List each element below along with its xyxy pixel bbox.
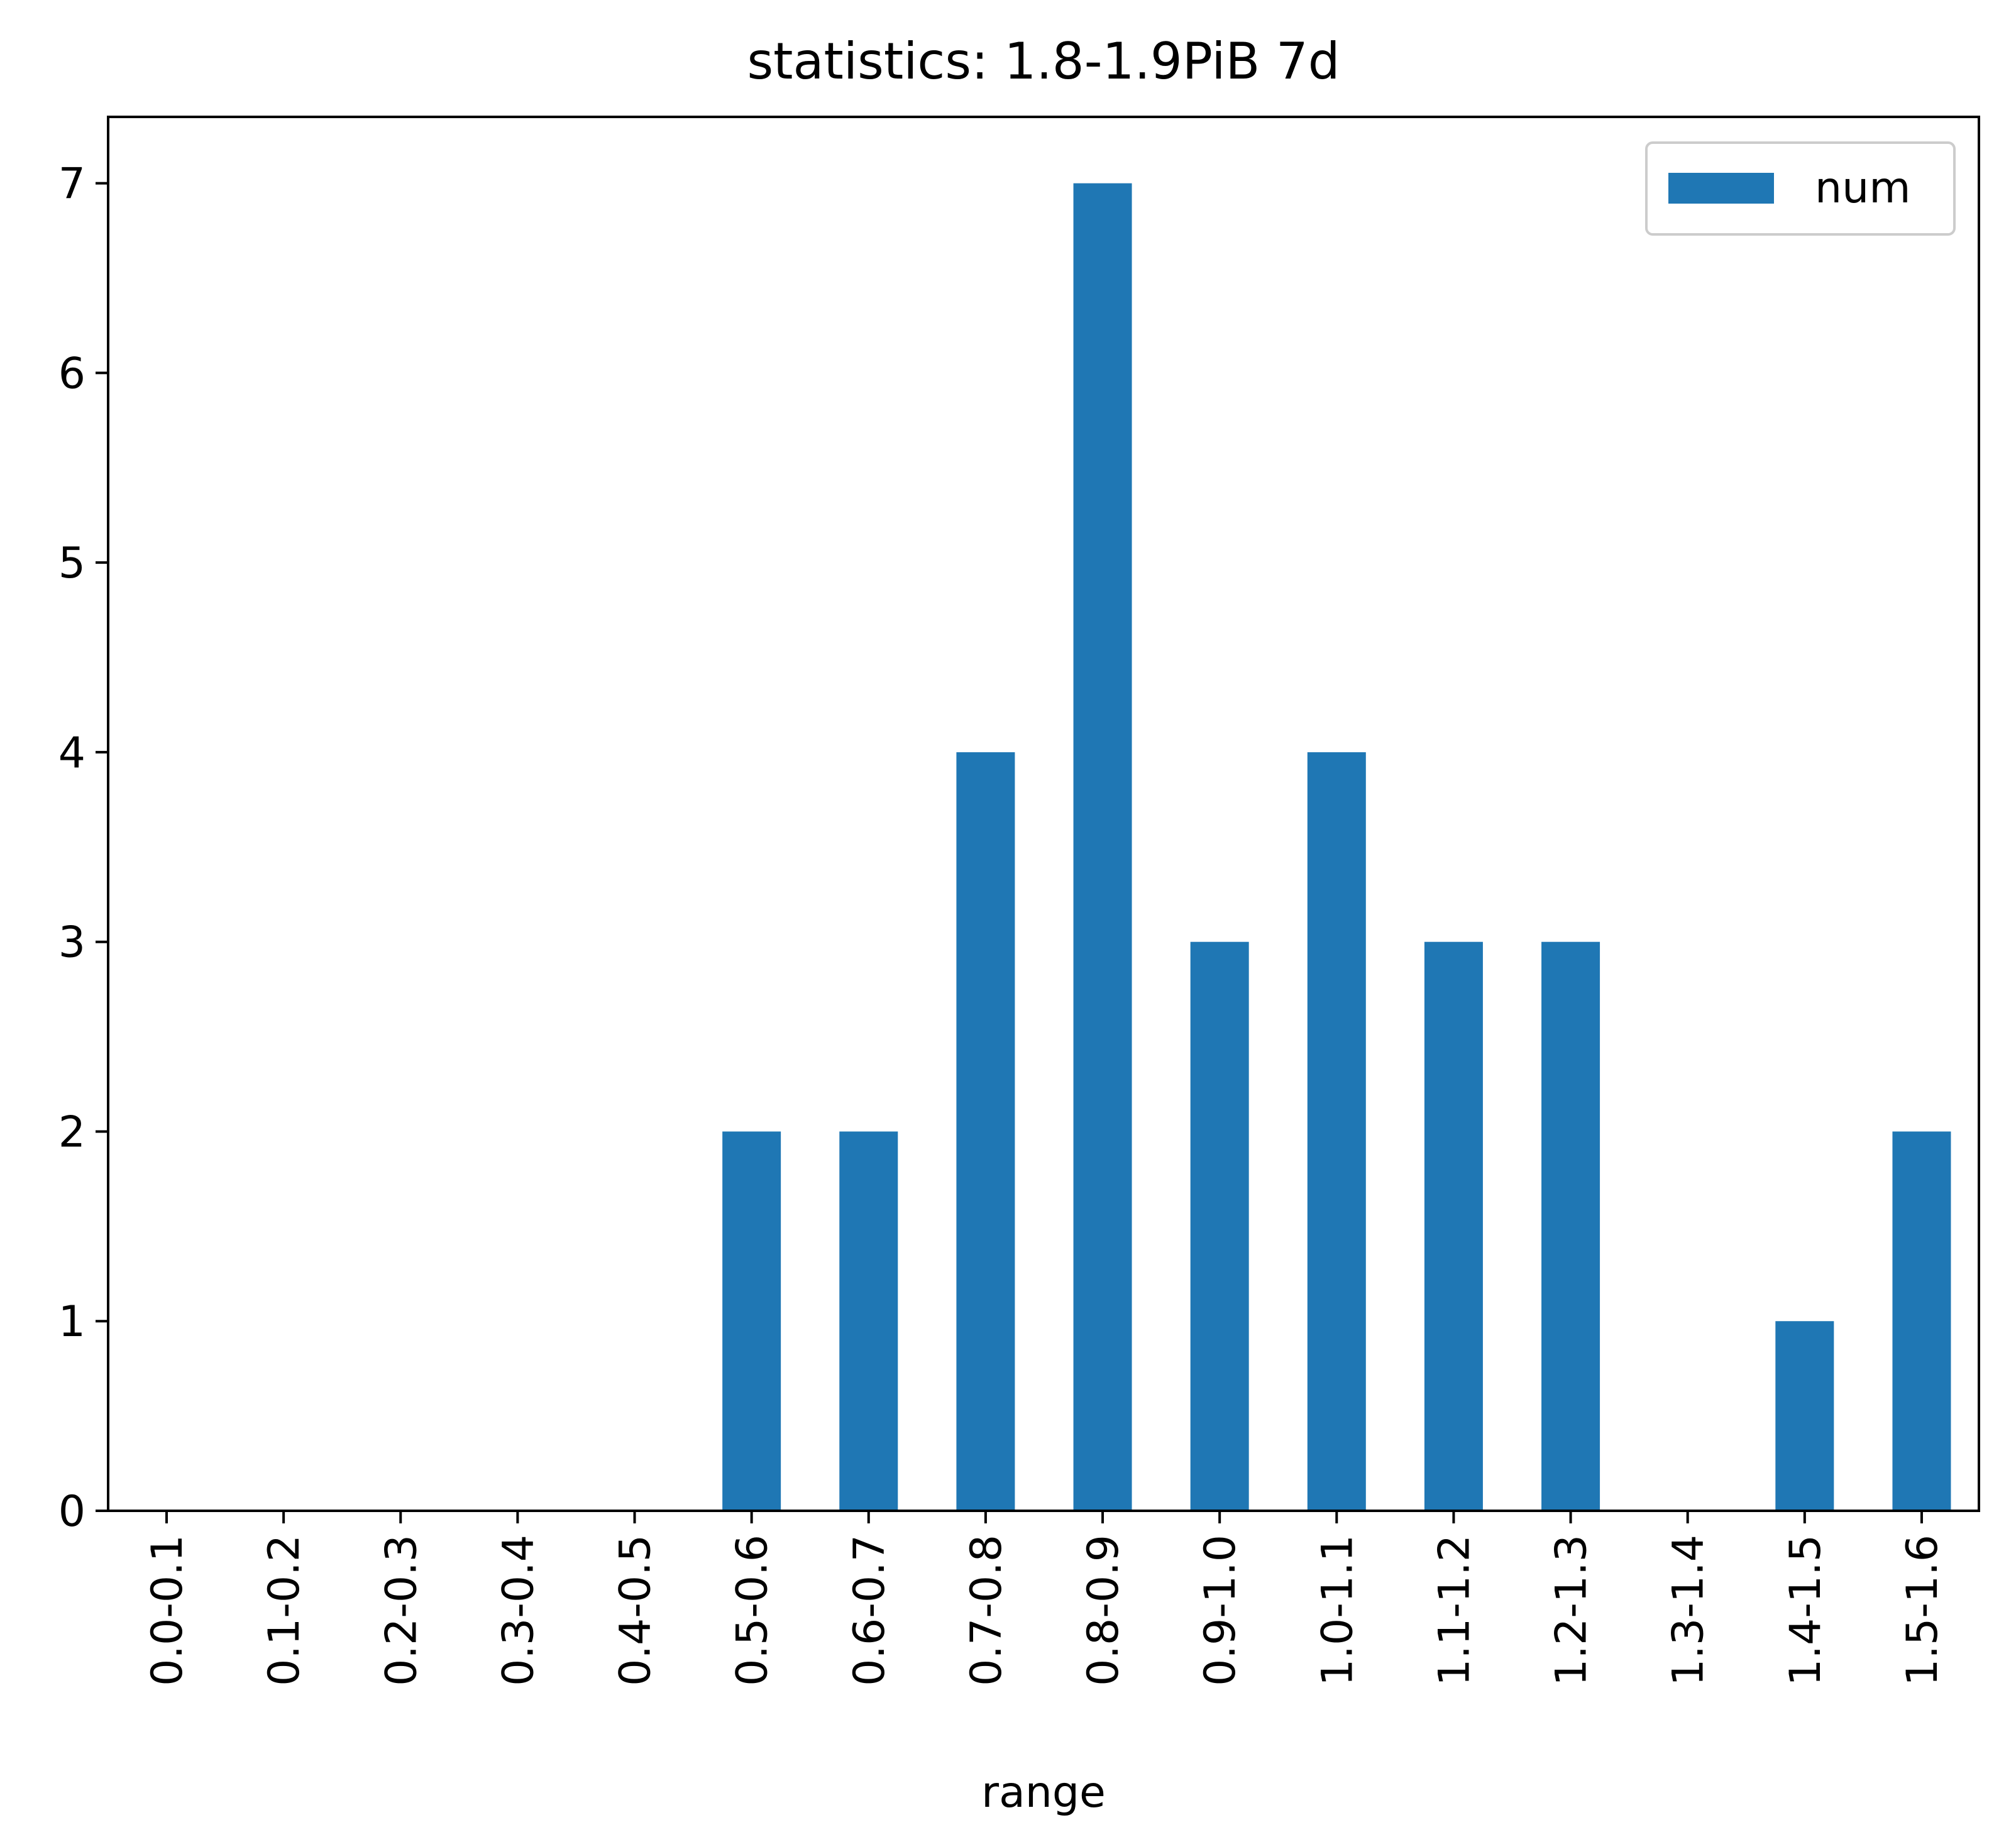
x-tick-label: 0.3-0.4 — [493, 1535, 543, 1686]
x-tick-label: 0.5-0.6 — [728, 1535, 778, 1686]
x-axis-label: range — [981, 1768, 1106, 1817]
x-tick-label: 1.2-1.3 — [1547, 1535, 1597, 1686]
y-tick-label: 4 — [58, 728, 85, 778]
x-tick-label: 0.1-0.2 — [260, 1535, 309, 1686]
y-axis: 0 1 2 3 4 5 6 7 — [58, 160, 108, 1537]
y-tick-label: 2 — [58, 1107, 85, 1157]
bar-1.2-1.3 — [1541, 941, 1600, 1511]
y-tick-label: 0 — [58, 1487, 85, 1537]
y-tick-label: 7 — [58, 160, 85, 209]
legend-swatch-num — [1668, 173, 1774, 204]
bar-0.8-0.9 — [1073, 183, 1132, 1511]
x-tick-label: 0.7-0.8 — [962, 1535, 1011, 1686]
legend: num — [1645, 141, 1956, 236]
x-axis: 0.0-0.1 0.1-0.2 0.2-0.3 0.3-0.4 0.4-0.5 0.5-0… — [143, 1511, 1947, 1686]
legend-box — [1645, 141, 1956, 236]
bars-group — [722, 183, 1951, 1511]
x-tick-label: 1.4-1.5 — [1781, 1535, 1831, 1686]
plot-frame — [107, 116, 1980, 1512]
legend-label-num: num — [1815, 163, 1910, 213]
bar-0.9-1.0 — [1190, 941, 1249, 1511]
x-tick-label: 0.6-0.7 — [845, 1535, 895, 1686]
bar-1.5-1.6 — [1892, 1131, 1951, 1511]
x-tick-label: 0.8-0.9 — [1079, 1535, 1128, 1686]
x-tick-label: 1.3-1.4 — [1664, 1535, 1714, 1686]
x-tick-label: 0.9-1.0 — [1196, 1535, 1245, 1686]
chart-title: statistics: 1.8-1.9PiB 7d — [747, 32, 1340, 90]
y-tick-label: 3 — [58, 918, 85, 968]
bar-1.4-1.5 — [1775, 1321, 1834, 1511]
bar-1.1-1.2 — [1424, 941, 1483, 1511]
x-tick-label: 0.4-0.5 — [611, 1535, 661, 1686]
y-tick-label: 5 — [58, 539, 85, 588]
bar-1.0-1.1 — [1307, 752, 1366, 1511]
y-tick-label: 1 — [58, 1297, 85, 1347]
x-tick-label: 0.0-0.1 — [143, 1535, 192, 1686]
y-tick-label: 6 — [58, 349, 85, 398]
bar-0.5-0.6 — [722, 1131, 781, 1511]
bar-0.6-0.7 — [839, 1131, 898, 1511]
x-tick-label: 0.2-0.3 — [377, 1535, 426, 1686]
x-tick-label: 1.1-1.2 — [1429, 1535, 1479, 1686]
bar-0.7-0.8 — [956, 752, 1015, 1511]
x-tick-label: 1.0-1.1 — [1313, 1535, 1362, 1686]
x-tick-label: 1.5-1.6 — [1898, 1535, 1947, 1686]
